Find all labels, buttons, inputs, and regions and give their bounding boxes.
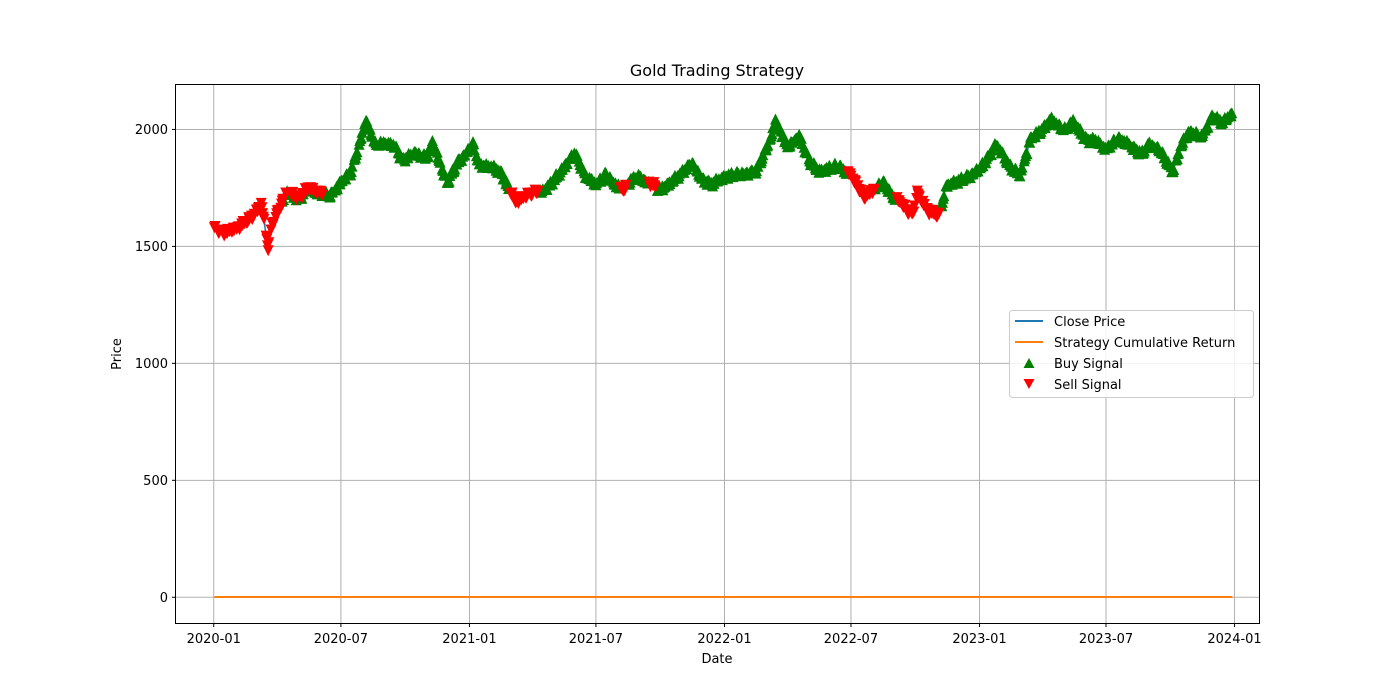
x-tick-label: 2023-01 (952, 632, 1006, 647)
buy-signal-marker (1168, 164, 1180, 175)
legend-strategy-return-label: Strategy Cumulative Return (1054, 336, 1235, 351)
buy-signal-marker (766, 128, 778, 140)
buy-signal-marker (443, 175, 455, 187)
buy-signal-marker (938, 190, 950, 202)
legend-close-price-label: Close Price (1054, 315, 1125, 330)
x-tick-label: 2022-07 (824, 632, 878, 647)
buy-signal-marker (1173, 147, 1185, 159)
sell-signal-marker (620, 179, 632, 191)
y-ticks: 0 500 1000 1500 2000 (135, 123, 176, 606)
x-axis-label: Date (701, 652, 732, 667)
buy-signal-marker (351, 146, 363, 158)
legend: Close Price Strategy Cumulative Return B… (1009, 310, 1254, 398)
x-ticks: 2020-01 2020-07 2021-01 2021-07 2022-01 2022-… (187, 623, 1262, 647)
sell-signal-marker (275, 202, 287, 214)
x-tick-label: 2021-07 (569, 632, 623, 647)
buy-signal-marker (762, 139, 774, 151)
buy-signal-marker (1226, 107, 1238, 119)
x-tick-label: 2023-07 (1079, 632, 1133, 647)
y-tick-label: 1500 (135, 240, 168, 255)
sell-signal-marker (869, 184, 881, 196)
buy-signal-marker (431, 146, 443, 158)
legend-sell-label: Sell Signal (1054, 378, 1122, 393)
legend-box (1009, 310, 1254, 398)
y-tick-label: 1000 (135, 357, 168, 372)
legend-buy-marker (1023, 358, 1035, 368)
legend-sell-marker (1023, 379, 1035, 389)
y-tick-label: 500 (143, 474, 168, 489)
sell-signal-marker (933, 208, 945, 220)
legend-buy-label: Buy Signal (1054, 357, 1123, 372)
x-tick-label: 2020-07 (314, 632, 368, 647)
plot-frame (175, 84, 1260, 624)
buy-signal-marker (364, 123, 376, 135)
buy-signal-marker (1014, 170, 1026, 182)
buy-signal-marker (1202, 121, 1214, 133)
y-tick-label: 0 (160, 591, 168, 606)
plot-area (208, 107, 1238, 598)
sell-signal-marker (316, 190, 328, 201)
buy-signal-marker (795, 132, 807, 144)
sell-signal-marker (619, 185, 631, 197)
sell-signal-marker (649, 182, 661, 194)
sell-signal-marker (908, 206, 920, 218)
buy-signal-marker (1016, 161, 1028, 173)
sell-signal-markers (208, 166, 945, 257)
y-axis-label: Price (110, 338, 125, 370)
sell-signal-marker (256, 202, 268, 214)
buy-signal-marker (468, 138, 480, 150)
buy-signal-marker (346, 160, 358, 172)
sell-signal-marker (909, 200, 920, 212)
buy-signal-markers (276, 107, 1238, 212)
sell-signal-marker (258, 213, 270, 225)
x-tick-label: 2024-01 (1207, 632, 1261, 647)
chart-title: Gold Trading Strategy (630, 61, 804, 80)
sell-signal-marker (532, 185, 544, 197)
sell-signal-marker (263, 237, 275, 249)
buy-signal-marker (1021, 148, 1033, 160)
x-tick-label: 2021-01 (442, 632, 496, 647)
sell-signal-marker (262, 245, 274, 257)
y-tick-label: 2000 (135, 123, 168, 138)
x-tick-label: 2022-01 (697, 632, 751, 647)
x-tick-label: 2020-01 (187, 632, 241, 647)
